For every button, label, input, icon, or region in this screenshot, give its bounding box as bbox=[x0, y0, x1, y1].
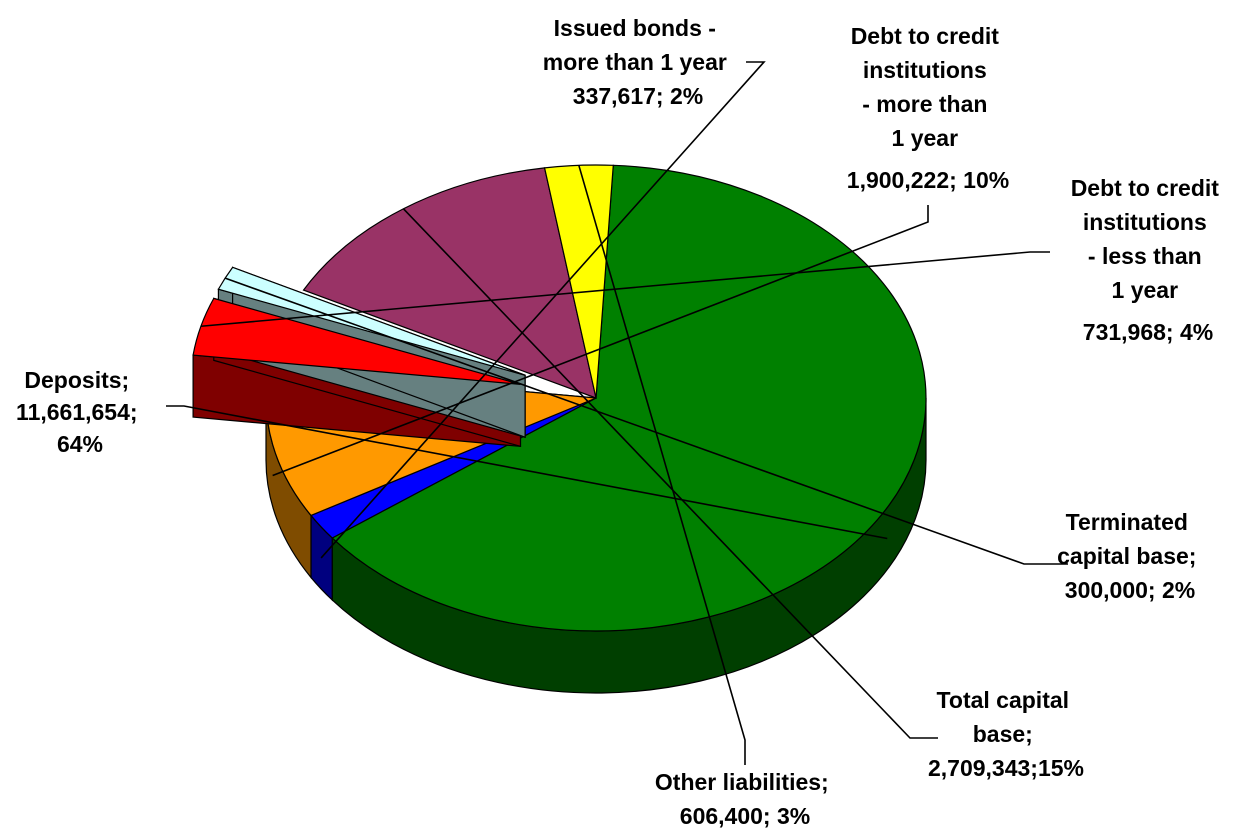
label-terminated-capital-base: Terminated capital base; 300,000; 2% bbox=[1057, 509, 1203, 603]
leader-lines bbox=[166, 61, 1068, 765]
slice-labels: Deposits; 11,661,654; 64% Issued bonds -… bbox=[16, 15, 1226, 829]
leader-issued_bonds bbox=[320, 61, 766, 559]
leader-total_capital bbox=[402, 208, 938, 739]
label-other-liabilities: Other liabilities; 606,400; 3% bbox=[655, 769, 835, 829]
leader-debt_credit_gt1 bbox=[272, 205, 929, 477]
leader-terminated_capital bbox=[224, 277, 1068, 565]
label-deposits: Deposits; 11,661,654; 64% bbox=[16, 367, 144, 457]
leader-debt_credit_lt1 bbox=[200, 251, 1050, 328]
leader-other_liabilities bbox=[578, 165, 746, 765]
label-debt-credit-more-than-1-year: Debt to credit institutions - more than … bbox=[847, 23, 1009, 193]
label-debt-credit-less-than-1-year: Debt to credit institutions - less than … bbox=[1071, 175, 1226, 345]
leader-deposits bbox=[166, 405, 888, 540]
label-total-capital-base: Total capital base; 2,709,343;15% bbox=[928, 687, 1084, 781]
slice-terminated_capital bbox=[217, 266, 526, 376]
slice-deposits bbox=[331, 164, 927, 632]
label-issued-bonds: Issued bonds - more than 1 year 337,617;… bbox=[543, 15, 733, 109]
